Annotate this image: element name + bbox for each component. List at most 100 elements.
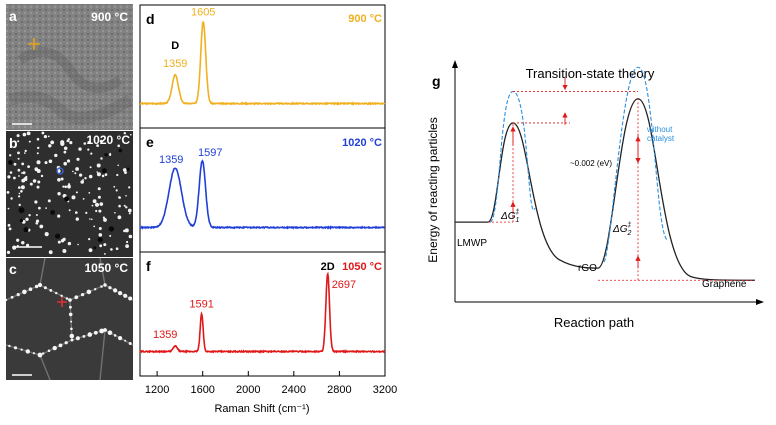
particle-c [10,295,14,299]
particle-c [65,297,69,300]
particle-b [24,152,26,154]
particle-b [98,227,102,230]
particle-c [43,286,47,290]
particle-b [24,149,27,153]
transition-state-diagram: g Transition-state theory Energy of reac… [426,60,764,330]
panel-letter-b: b [9,135,18,151]
peak-label-f-3: 2D [321,261,335,273]
panel-letter-a: a [9,8,17,24]
particle-b [103,218,107,222]
particle-b [63,150,67,154]
particle-c [70,327,73,331]
dark-pit-b [97,237,103,243]
particle-b [21,162,25,166]
peak-label-f-0: 1359 [153,329,177,341]
peak-label-d-2: D [171,40,179,52]
particle-b [72,170,74,173]
particle-b [77,243,79,246]
particle-b [87,148,90,151]
particle-b [28,140,31,143]
particle-b [10,197,13,200]
particle-b [85,211,88,214]
particle-b [80,180,84,184]
particle-c [60,294,63,297]
particle-b [57,192,61,196]
raman-frame [139,4,386,377]
particle-b [22,132,27,137]
particle-b [43,135,48,139]
spectrum-f [139,271,386,354]
particle-b [64,185,67,189]
particles-b [6,131,133,255]
particle-c [99,328,105,334]
particle-b [48,250,53,255]
particle-b [62,249,67,253]
particle-b [127,208,132,213]
particle-b [122,168,127,172]
particle-b [118,204,121,208]
particle-b [126,240,129,244]
particle-b [34,168,38,172]
panel-letter-f: f [146,258,151,274]
dark-pit-b [93,246,97,250]
particle-b [16,238,20,242]
particle-b [63,146,68,151]
particle-b [128,186,131,189]
particle-b [47,135,50,138]
dark-pit-b [118,148,123,153]
particle-b [26,131,31,136]
state-label-graphene: Graphene [702,279,747,290]
particle-b [48,159,53,164]
particle-b [100,157,103,160]
particle-c [87,332,93,337]
particle-b [17,140,20,143]
legend-without-catalyst-line1: without [646,125,673,134]
particle-b [109,234,112,237]
particle-c [93,330,98,335]
particle-b [83,142,87,145]
particle-b [117,215,122,220]
particle-c [34,284,39,289]
particle-b [18,186,21,189]
particle-c [58,343,63,348]
particle-b [68,183,71,186]
particle-b [18,175,20,177]
particle-b [21,172,23,174]
particle-b [36,160,41,165]
particle-c [49,289,53,292]
spectrum-d [139,21,386,106]
particle-b [62,185,65,188]
particle-b [91,218,93,221]
tst-y-arrow [452,60,458,68]
particle-b [117,164,119,167]
particle-b [97,187,101,191]
particle-b [44,232,49,237]
particle-b [35,214,38,216]
particle-b [123,132,127,135]
particle-b [89,218,91,220]
particle-b [101,174,105,178]
particle-b [25,217,29,221]
delta-g1-label: ΔG1‡ [500,209,520,224]
particle-c [42,352,45,355]
dark-pit-b [104,153,108,157]
state-label-rgo: rGO [578,263,597,274]
particle-c [22,289,27,295]
particle-b [9,154,12,157]
particle-b [60,177,64,181]
particle-b [97,195,101,199]
temp-label-a: 900 °C [91,10,128,24]
particle-c [28,287,33,292]
particle-b [7,223,11,227]
particle-b [27,165,30,169]
x-tick-label: 2800 [327,384,351,396]
particle-c [123,293,128,298]
particle-b [124,171,127,175]
particle-c [124,339,127,342]
particle-c [107,330,113,336]
spectrum-e [139,159,385,230]
particle-c [103,283,107,287]
particle-c [8,344,11,348]
particle-b [60,239,65,243]
particle-b [114,212,116,214]
